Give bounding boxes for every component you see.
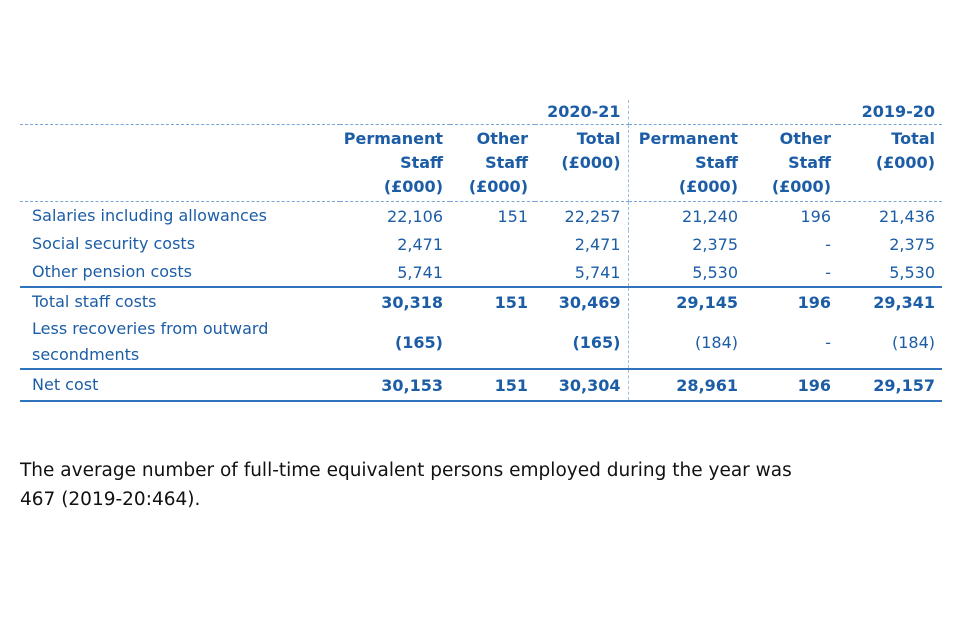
cell-value: 151: [450, 286, 535, 316]
cell-value: 2,375: [889, 234, 935, 254]
cell-value: (165): [535, 316, 629, 369]
header-line: Staff: [485, 153, 528, 172]
group-row: 2020-21 2019-20: [20, 100, 942, 125]
cell-value: 5,741: [397, 262, 443, 282]
table-row: Net cost 30,153 151 30,304 28,961 196 29,157: [20, 368, 942, 402]
cell-value: 196: [800, 206, 831, 226]
cell-value: 2,471: [397, 234, 443, 254]
header-row: Permanent Staff (£000) Other Staff (£000) Tota…: [20, 124, 942, 202]
cell-value: 5,530: [889, 262, 935, 282]
cell-value: (184): [891, 332, 935, 352]
cell-value: 30,153: [340, 368, 450, 402]
header-line: (£000): [561, 153, 621, 172]
cell-value: 5,741: [535, 258, 629, 287]
header-line: Other: [779, 129, 831, 148]
cell-value: 22,257: [535, 201, 629, 230]
cell-value: (165): [394, 332, 443, 352]
header-line: (£000): [468, 177, 528, 196]
cell-value: 29,157: [838, 368, 942, 402]
period-header: 2020-21: [535, 100, 629, 125]
column-header: Other Staff (£000): [745, 124, 838, 202]
cell-value: 22,106: [387, 206, 443, 226]
staff-costs-table: 2020-21 2019-20 Permanent Staff (£000) Other S…: [20, 100, 942, 402]
table-row: Salaries including allowances 22,106 151 22…: [20, 201, 942, 230]
column-header: Total (£000): [535, 124, 629, 202]
cell-value: 21,436: [879, 206, 935, 226]
cell-value: -: [825, 332, 831, 352]
cell-value: 196: [745, 368, 838, 402]
column-header: Total (£000): [838, 124, 942, 202]
cell-value: 5,530: [692, 262, 738, 282]
cell-value: 151: [497, 206, 528, 226]
header-line: Total: [576, 129, 621, 148]
note: The average number of full-time equivale…: [20, 460, 792, 510]
row-label: Total staff costs: [20, 286, 340, 316]
cell-value: 29,145: [628, 286, 745, 316]
cell-value: 2,471: [535, 230, 629, 258]
cell-value: 2,375: [692, 234, 738, 254]
header-line: Staff: [788, 153, 831, 172]
row-label: Less recoveries from outward secondments: [32, 319, 269, 364]
cell-value: 21,240: [682, 206, 738, 226]
spacer-cell: [628, 100, 745, 125]
cell-value: 28,961: [628, 368, 745, 402]
header-line: Total: [891, 129, 935, 148]
column-header: Permanent Staff (£000): [628, 124, 745, 202]
table-row: Less recoveries from outward secondments…: [20, 316, 942, 369]
row-label: Social security costs: [32, 234, 196, 253]
cell-value: [450, 316, 535, 369]
cell-value: 30,469: [535, 286, 629, 316]
cell-value: 151: [450, 368, 535, 402]
header-line: Other: [476, 129, 528, 148]
header-line: (£000): [678, 177, 738, 196]
spacer-cell: [745, 100, 838, 125]
spacer-cell: [450, 100, 535, 125]
header-line: (£000): [771, 177, 831, 196]
cell-value: 29,341: [838, 286, 942, 316]
column-header: Other Staff (£000): [450, 124, 535, 202]
period-header: 2019-20: [838, 100, 942, 125]
row-label: Other pension costs: [32, 262, 192, 281]
cell-value: 196: [745, 286, 838, 316]
table-row: Total staff costs 30,318 151 30,469 29,145 19…: [20, 286, 942, 316]
cell-value: -: [825, 234, 831, 254]
cell-value: 30,318: [340, 286, 450, 316]
column-header: Permanent Staff (£000): [340, 124, 450, 202]
cell-value: [450, 230, 535, 258]
empty-cell: [20, 124, 340, 202]
row-label: Salaries including allowances: [32, 206, 267, 225]
cell-value: [450, 258, 535, 287]
table-row: Other pension costs 5,741 5,741 5,530 - 5,530: [20, 258, 942, 287]
header-line: (£000): [875, 153, 935, 172]
spacer-cell: [340, 100, 450, 125]
cell-value: 30,304: [535, 368, 629, 402]
header-line: (£000): [383, 177, 443, 196]
header-line: Staff: [400, 153, 443, 172]
cell-value: -: [825, 262, 831, 282]
row-label: Net cost: [20, 368, 340, 402]
cell-value: (184): [694, 332, 738, 352]
header-line: Staff: [695, 153, 738, 172]
table-row: Social security costs 2,471 2,471 2,375 - 2,3…: [20, 230, 942, 258]
header-line: Permanent: [343, 129, 443, 148]
header-line: Permanent: [638, 129, 738, 148]
empty-cell: [20, 100, 340, 125]
